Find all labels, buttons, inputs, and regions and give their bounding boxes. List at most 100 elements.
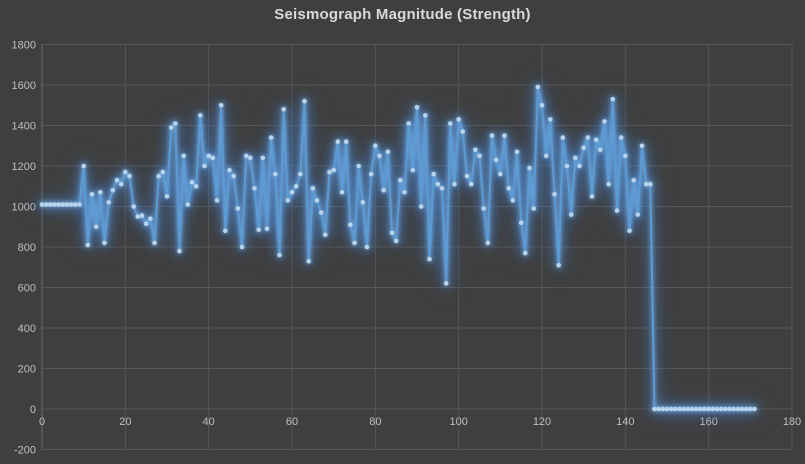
data-point-marker: [160, 169, 166, 175]
y-tick-label: 1800: [12, 40, 36, 52]
data-point-marker: [306, 258, 312, 264]
data-point-marker: [139, 213, 145, 218]
data-point-marker: [581, 145, 586, 151]
data-point-marker: [177, 248, 182, 254]
data-point-marker: [268, 135, 274, 140]
data-point-marker: [402, 190, 407, 195]
data-point-marker: [477, 153, 482, 159]
data-point-marker: [52, 202, 57, 207]
data-point-marker: [235, 206, 241, 211]
data-point-marker: [364, 244, 370, 250]
data-point-marker: [543, 153, 549, 159]
data-point-marker: [356, 163, 362, 169]
data-point-marker: [43, 202, 49, 207]
data-point-marker: [623, 153, 628, 159]
data-point-marker: [589, 194, 595, 199]
data-point-marker: [331, 167, 337, 173]
data-point-marker: [414, 105, 420, 110]
x-tick-label: 80: [369, 416, 381, 428]
data-point-marker: [460, 129, 466, 134]
data-point-marker: [143, 221, 149, 226]
data-point-marker: [127, 173, 132, 179]
data-point-marker: [318, 210, 324, 215]
data-point-marker: [277, 252, 282, 258]
data-point-marker: [564, 163, 570, 169]
y-tick-label: 600: [18, 283, 36, 295]
data-point-marker: [468, 181, 474, 187]
axis-tick-labels: -200 0 200 400 600 800 1000 1200 1400 1600 1800 0 20…: [12, 40, 802, 457]
data-point-marker: [310, 186, 316, 191]
x-tick-label: 60: [286, 416, 298, 428]
data-point-marker: [252, 186, 257, 191]
data-point-marker: [585, 135, 591, 140]
data-point-marker: [548, 117, 553, 122]
data-point-marker: [698, 406, 703, 412]
data-point-marker: [527, 165, 532, 171]
data-point-marker: [314, 198, 320, 203]
data-point-marker: [202, 163, 207, 169]
data-point-marker: [289, 190, 295, 195]
data-point-marker: [714, 406, 720, 412]
data-point-marker: [423, 113, 428, 118]
data-point-marker: [389, 230, 395, 236]
data-point-marker: [377, 153, 382, 159]
data-point-marker: [518, 220, 524, 225]
data-point-marker: [327, 169, 332, 175]
data-point-marker: [231, 173, 236, 179]
data-point-marker: [360, 200, 366, 205]
data-point-marker: [502, 133, 507, 138]
data-point-marker: [298, 171, 303, 177]
data-point-marker: [48, 202, 53, 207]
x-tick-label: 180: [783, 416, 801, 428]
data-point-marker: [448, 121, 453, 126]
data-point-marker: [735, 406, 741, 412]
x-tick-label: 120: [533, 416, 551, 428]
data-point-marker: [539, 103, 545, 108]
data-point-marker: [64, 202, 70, 207]
data-point-marker: [618, 135, 624, 140]
data-point-marker: [385, 149, 391, 155]
data-point-marker: [352, 240, 357, 246]
data-point-marker: [348, 222, 353, 227]
data-point-marker: [60, 202, 66, 207]
data-point-marker: [260, 155, 266, 161]
data-point-marker: [343, 139, 349, 144]
data-point-marker: [739, 406, 745, 412]
data-point-marker: [531, 206, 536, 211]
y-tick-label: 800: [18, 242, 36, 254]
data-point-marker: [68, 202, 74, 207]
data-point-marker: [373, 143, 378, 149]
data-point-marker: [635, 212, 641, 217]
data-point-marker: [102, 240, 107, 246]
data-point-marker: [523, 250, 528, 256]
y-tick-label: -200: [14, 445, 36, 457]
data-point-marker: [214, 198, 220, 203]
seismograph-series: [39, 84, 757, 412]
data-point-marker: [552, 192, 557, 197]
data-point-marker: [485, 240, 491, 246]
data-point-marker: [189, 179, 195, 185]
y-tick-label: 1200: [12, 161, 36, 173]
data-point-marker: [56, 202, 61, 207]
data-point-marker: [631, 177, 636, 183]
data-point-marker: [535, 84, 541, 90]
data-point-marker: [131, 204, 136, 209]
data-point-marker: [560, 135, 566, 140]
data-point-marker: [114, 177, 120, 183]
data-point-marker: [210, 155, 216, 161]
data-point-marker: [152, 240, 157, 246]
data-point-marker: [181, 153, 186, 159]
data-point-marker: [748, 406, 753, 412]
data-point-marker: [227, 167, 232, 173]
data-point-marker: [427, 256, 432, 262]
data-point-marker: [398, 177, 403, 183]
data-point-marker: [464, 173, 470, 179]
data-point-marker: [556, 262, 561, 268]
data-point-marker: [656, 406, 661, 412]
data-point-marker: [293, 184, 299, 189]
data-point-marker: [323, 232, 328, 238]
data-point-marker: [368, 171, 374, 177]
data-point-marker: [506, 186, 512, 191]
data-point-marker: [443, 281, 449, 286]
